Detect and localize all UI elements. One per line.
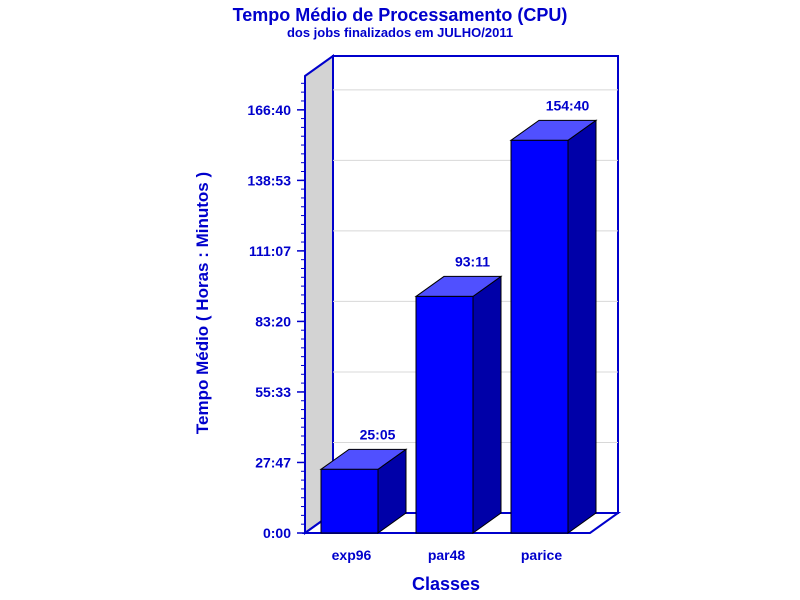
y-tick-label: 138:53 (247, 172, 291, 188)
bar-parice: 154:40 (509, 97, 598, 534)
x-tick-label: parice (521, 547, 562, 563)
y-tick-label: 0:00 (263, 525, 291, 541)
y-tick-label: 166:40 (247, 102, 291, 118)
bar-front (510, 139, 569, 534)
bar-front (320, 468, 379, 534)
side-wall (304, 54, 334, 535)
y-axis-label: Tempo Médio ( Horas : Minutos ) (193, 172, 212, 434)
data-label: 25:05 (360, 426, 396, 442)
y-tick-label: 27:47 (255, 454, 291, 470)
bar-front (415, 295, 474, 534)
chart-subtitle: dos jobs finalizados em JULHO/2011 (287, 25, 513, 40)
y-tick-label: 83:20 (255, 313, 291, 329)
data-label: 93:11 (455, 253, 490, 269)
bar-side (472, 275, 502, 534)
bars: 25:05 93:11 154:40 (319, 97, 598, 534)
x-axis-label: Classes (412, 574, 480, 594)
x-tick-label: exp96 (332, 547, 372, 563)
x-tick-label: par48 (428, 547, 466, 563)
bar-par48: 93:11 (414, 253, 503, 534)
x-axis-ticks: exp96 par48 parice (332, 547, 563, 563)
data-label: 154:40 (546, 97, 590, 113)
y-tick-label: 55:33 (255, 384, 291, 400)
bar-side (567, 119, 597, 534)
chart-title: Tempo Médio de Processamento (CPU) (233, 5, 568, 25)
y-tick-label: 111:07 (249, 243, 291, 259)
bar-exp96: 25:05 (319, 426, 408, 534)
y-axis: 0:00 27:47 55:33 83:20 111:07 138:53 166:40 (247, 82, 305, 541)
